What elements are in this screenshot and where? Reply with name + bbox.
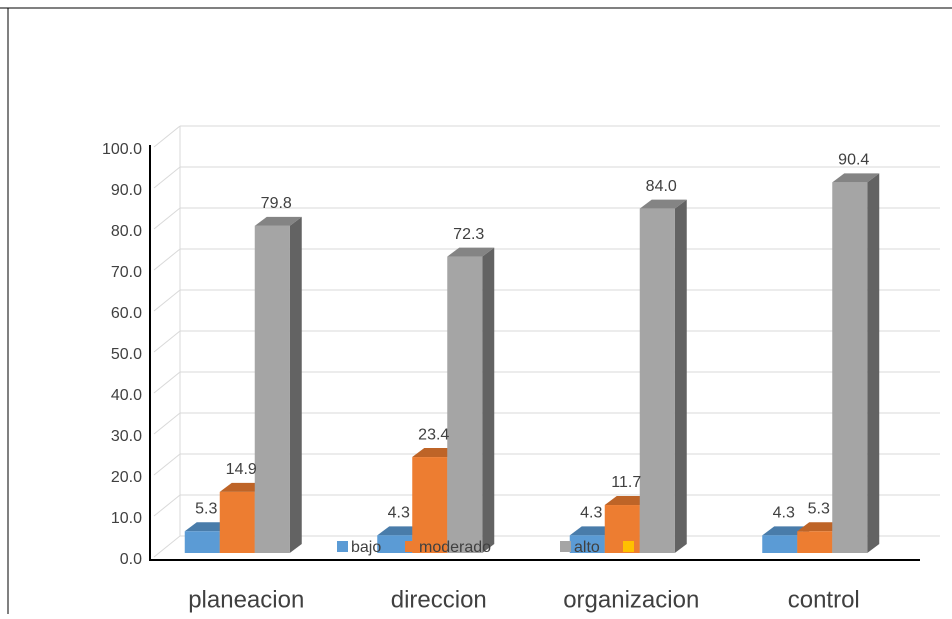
legend-label: moderado <box>419 539 491 556</box>
bar-front <box>639 208 675 553</box>
grid-side <box>153 494 181 517</box>
bar-side <box>867 173 880 554</box>
bar-front <box>377 535 413 553</box>
bar-front <box>219 491 255 553</box>
grid-side <box>153 453 181 476</box>
legend-swatch <box>623 541 634 552</box>
value-label: 90.4 <box>838 152 869 169</box>
bar <box>447 247 495 553</box>
value-label: 5.3 <box>195 500 217 517</box>
grid-side <box>153 289 181 312</box>
value-label: 4.3 <box>773 505 795 522</box>
value-label: 11.7 <box>611 474 641 491</box>
x-tick-label: direccion <box>391 586 487 613</box>
bar-top <box>254 216 302 226</box>
legend-label: bajo <box>351 539 381 556</box>
x-tick-label: planeacion <box>188 586 304 613</box>
axes <box>149 145 920 561</box>
legend-swatch <box>337 541 348 552</box>
legend-swatch <box>560 541 571 552</box>
bar-front <box>569 535 605 553</box>
value-label: 72.3 <box>453 226 484 243</box>
value-label: 79.8 <box>261 195 292 212</box>
y-tick-label: 0.0 <box>120 551 142 568</box>
y-tick-label: 70.0 <box>111 264 142 281</box>
value-label: 5.3 <box>808 500 830 517</box>
y-tick-label: 60.0 <box>111 305 142 322</box>
grid <box>153 125 940 558</box>
bar-side <box>289 216 302 553</box>
y-tick-label: 40.0 <box>111 387 142 404</box>
grid-side <box>153 330 181 353</box>
grid-side <box>153 535 181 558</box>
bar-front <box>412 457 448 553</box>
bar-front <box>184 531 220 553</box>
bars <box>184 173 880 554</box>
bar-front <box>447 256 483 553</box>
grid-side <box>153 412 181 435</box>
y-tick-label: 90.0 <box>111 182 142 199</box>
bar <box>639 199 687 553</box>
x-tick-label: organizacion <box>563 586 699 613</box>
bar-top <box>447 247 495 257</box>
value-label: 4.3 <box>580 505 602 522</box>
bar-front <box>604 505 640 553</box>
bar-top <box>832 173 880 183</box>
y-tick-label: 30.0 <box>111 428 142 445</box>
grid-side <box>153 166 181 189</box>
bar-top <box>639 199 687 209</box>
grid-side <box>153 207 181 230</box>
bar <box>832 173 880 554</box>
value-label: 84.0 <box>646 178 677 195</box>
grid-side <box>153 248 181 271</box>
bar-front <box>797 531 833 553</box>
x-tick-label: control <box>788 586 860 613</box>
bar-front <box>832 182 868 554</box>
bar-front <box>254 225 290 553</box>
legend-swatch <box>405 541 416 552</box>
bar <box>254 216 302 553</box>
y-tick-label: 50.0 <box>111 346 142 363</box>
bar-side <box>482 247 495 553</box>
legend-label: alto <box>574 539 600 556</box>
y-tick-label: 80.0 <box>111 223 142 240</box>
value-label: 14.9 <box>226 461 257 478</box>
grid-side <box>153 125 181 148</box>
y-tick-label: 20.0 <box>111 469 142 486</box>
y-tick-label: 10.0 <box>111 510 142 527</box>
bar-side <box>674 199 687 553</box>
y-tick-label: 100.0 <box>102 141 142 158</box>
value-label: 4.3 <box>388 505 410 522</box>
value-label: 23.4 <box>418 426 449 443</box>
bar-front <box>762 535 798 553</box>
grid-side <box>153 371 181 394</box>
